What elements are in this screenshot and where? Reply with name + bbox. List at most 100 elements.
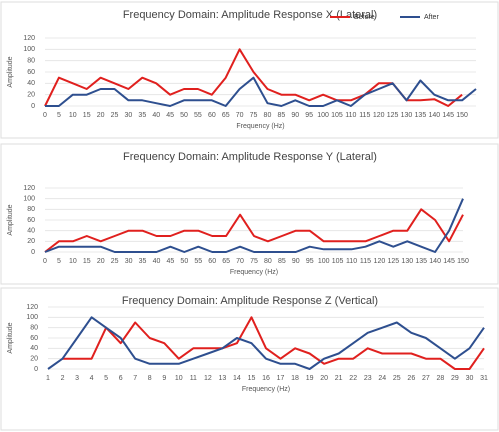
x-tick-label: 55 bbox=[194, 258, 202, 265]
x-tick-label: 30 bbox=[466, 375, 474, 382]
x-tick-label: 110 bbox=[345, 112, 356, 119]
x-tick-label: 19 bbox=[306, 375, 314, 382]
x-tick-label: 25 bbox=[111, 112, 119, 119]
x-tick-label: 31 bbox=[480, 375, 488, 382]
y-tick-label: 0 bbox=[31, 103, 35, 110]
x-tick-label: 150 bbox=[457, 258, 469, 265]
x-tick-label: 5 bbox=[57, 112, 61, 119]
x-tick-label: 75 bbox=[250, 112, 258, 119]
x-tick-label: 28 bbox=[437, 375, 445, 382]
x-tick-label: 70 bbox=[236, 258, 244, 265]
x-tick-label: 40 bbox=[153, 258, 161, 265]
x-tick-label: 80 bbox=[264, 112, 272, 119]
panel-frame bbox=[0, 143, 499, 285]
x-tick-label: 7 bbox=[133, 375, 137, 382]
y-tick-label: 20 bbox=[27, 238, 35, 245]
x-tick-label: 120 bbox=[373, 112, 385, 119]
x-tick-label: 15 bbox=[83, 258, 91, 265]
y-axis-title: Amplitude bbox=[7, 56, 14, 87]
x-tick-label: 8 bbox=[148, 375, 152, 382]
x-tick-label: 50 bbox=[180, 112, 188, 119]
x-tick-label: 11 bbox=[190, 375, 197, 382]
chart-title: Frequency Domain: Amplitude Response Z (… bbox=[122, 295, 378, 307]
y-tick-label: 0 bbox=[34, 366, 38, 373]
x-tick-label: 15 bbox=[83, 112, 91, 119]
x-tick-label: 10 bbox=[69, 112, 77, 119]
x-tick-label: 1 bbox=[46, 375, 50, 382]
x-tick-label: 17 bbox=[277, 375, 285, 382]
data-line bbox=[44, 208, 464, 253]
x-tick-label: 75 bbox=[250, 258, 258, 265]
x-tick-label: 25 bbox=[111, 258, 119, 265]
x-tick-label: 13 bbox=[219, 375, 227, 382]
x-tick-label: 15 bbox=[248, 375, 256, 382]
x-tick-label: 35 bbox=[138, 112, 146, 119]
y-axis-title: Amplitude bbox=[7, 322, 14, 353]
data-line bbox=[45, 76, 477, 107]
x-tick-label: 115 bbox=[360, 258, 371, 265]
x-tick-label: 3 bbox=[75, 375, 79, 382]
x-tick-label: 80 bbox=[264, 258, 272, 265]
y-tick-label: 120 bbox=[26, 304, 38, 311]
x-tick-label: 105 bbox=[331, 112, 343, 119]
x-tick-label: 135 bbox=[415, 258, 427, 265]
x-tick-label: 115 bbox=[359, 112, 370, 119]
y-tick-label: 20 bbox=[27, 92, 35, 99]
x-tick-label: 100 bbox=[317, 112, 329, 119]
x-tick-label: 130 bbox=[401, 258, 413, 265]
y-axis-title: Amplitude bbox=[7, 204, 14, 235]
x-tick-label: 2 bbox=[61, 375, 65, 382]
x-tick-label: 125 bbox=[387, 112, 399, 119]
x-tick-label: 22 bbox=[349, 375, 357, 382]
x-tick-label: 30 bbox=[125, 258, 133, 265]
chart-panel: Frequency Domain: Amplitude Response Y (… bbox=[0, 143, 499, 285]
x-tick-label: 60 bbox=[208, 258, 216, 265]
x-tick-label: 20 bbox=[97, 112, 105, 119]
y-tick-label: 100 bbox=[26, 314, 38, 321]
x-tick-label: 110 bbox=[346, 258, 357, 265]
x-tick-label: 140 bbox=[428, 112, 440, 119]
x-tick-label: 85 bbox=[277, 112, 285, 119]
data-line bbox=[44, 198, 464, 253]
x-tick-label: 0 bbox=[43, 112, 47, 119]
y-tick-label: 80 bbox=[27, 58, 35, 65]
x-tick-label: 145 bbox=[442, 112, 454, 119]
y-tick-label: 40 bbox=[30, 345, 38, 352]
y-tick-label: 40 bbox=[27, 228, 35, 235]
x-tick-label: 0 bbox=[43, 258, 47, 265]
x-tick-label: 90 bbox=[291, 112, 299, 119]
x-tick-label: 150 bbox=[456, 112, 468, 119]
x-tick-label: 4 bbox=[90, 375, 94, 382]
x-tick-label: 23 bbox=[364, 375, 372, 382]
x-tick-label: 26 bbox=[407, 375, 415, 382]
x-tick-label: 21 bbox=[335, 375, 343, 382]
x-tick-label: 95 bbox=[305, 112, 313, 119]
x-tick-label: 45 bbox=[167, 258, 175, 265]
y-tick-label: 60 bbox=[30, 335, 38, 342]
x-tick-label: 18 bbox=[291, 375, 299, 382]
x-tick-label: 55 bbox=[194, 112, 202, 119]
y-tick-label: 100 bbox=[23, 196, 35, 203]
x-tick-label: 5 bbox=[57, 258, 61, 265]
x-tick-label: 24 bbox=[378, 375, 386, 382]
x-tick-label: 120 bbox=[374, 258, 386, 265]
x-tick-label: 105 bbox=[332, 258, 344, 265]
legend-label: Before bbox=[354, 14, 375, 21]
x-tick-label: 10 bbox=[69, 258, 77, 265]
y-tick-label: 20 bbox=[30, 356, 38, 363]
x-axis-title: Frequency (Hz) bbox=[242, 386, 290, 393]
x-tick-label: 5 bbox=[104, 375, 108, 382]
x-tick-label: 40 bbox=[152, 112, 160, 119]
data-line bbox=[47, 316, 485, 370]
x-tick-label: 30 bbox=[125, 112, 133, 119]
x-tick-label: 45 bbox=[166, 112, 174, 119]
panel-frame bbox=[0, 1, 499, 139]
x-tick-label: 29 bbox=[451, 375, 459, 382]
y-tick-label: 120 bbox=[23, 185, 35, 192]
x-tick-label: 20 bbox=[97, 258, 105, 265]
x-tick-label: 6 bbox=[119, 375, 123, 382]
x-tick-label: 20 bbox=[320, 375, 328, 382]
chart-title: Frequency Domain: Amplitude Response Y (… bbox=[123, 151, 377, 163]
chart-title: Frequency Domain: Amplitude Response X (… bbox=[123, 9, 377, 21]
